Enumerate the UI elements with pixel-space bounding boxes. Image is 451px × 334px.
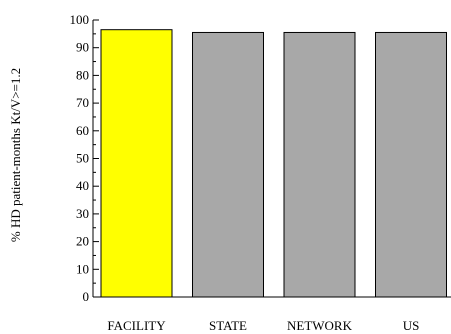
y-axis-title: % HD patient-months Kt/V>=1.2	[8, 68, 23, 242]
y-tick-label: 10	[76, 261, 89, 276]
x-category-label: FACILITY	[107, 318, 166, 333]
bar-us	[375, 31, 447, 298]
y-tick-label: 70	[76, 95, 89, 110]
y-tick-label: 0	[83, 289, 90, 304]
x-category-label: US	[403, 318, 420, 333]
x-category-label: NETWORK	[287, 318, 353, 333]
bar-facility	[100, 29, 173, 298]
x-axis-category-labels: FACILITY STATE NETWORK US	[107, 318, 419, 333]
y-tick-label: 30	[76, 206, 89, 221]
y-tick-label: 60	[76, 123, 89, 138]
y-tick-label: 40	[76, 178, 89, 193]
y-tick-label: 90	[76, 40, 89, 55]
y-tick-label: 80	[76, 67, 89, 82]
y-tick-label: 100	[70, 12, 90, 27]
y-tick-label: 20	[76, 234, 89, 249]
bar-network	[283, 31, 356, 298]
bars	[100, 29, 447, 298]
x-category-label: STATE	[209, 318, 247, 333]
y-axis-ticks: 0 10 20 30 40 50 60 70 80 90 100	[70, 12, 99, 304]
y-tick-label: 50	[76, 151, 89, 166]
bar-state	[192, 31, 264, 298]
